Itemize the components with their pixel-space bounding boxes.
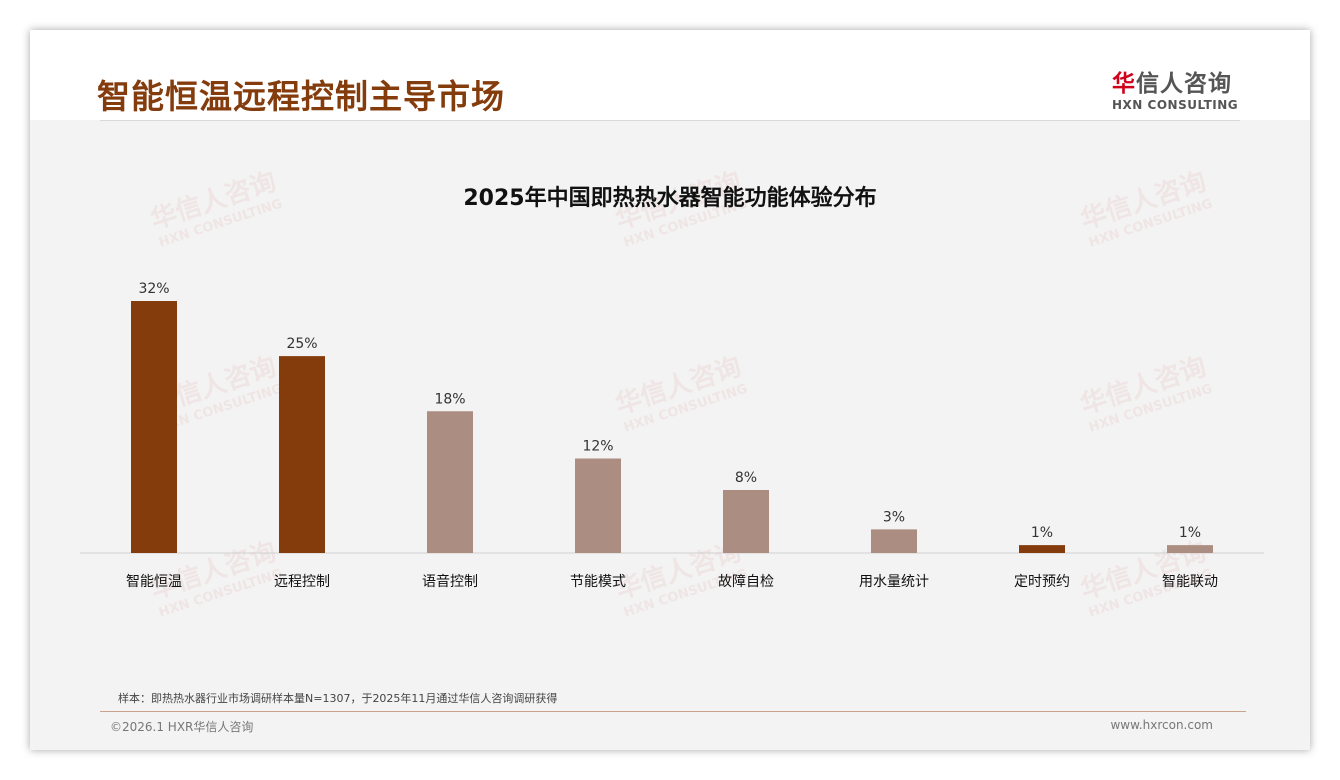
- bar: [575, 458, 621, 553]
- page-title: 智能恒温远程控制主导市场: [97, 77, 505, 116]
- bar: [279, 356, 325, 553]
- category-label: 远程控制: [274, 574, 330, 590]
- footer-divider: [100, 711, 1246, 712]
- data-label: 32%: [138, 281, 169, 297]
- chart-title: 2025年中国即热热水器智能功能体验分布: [463, 186, 877, 211]
- slide: 智能恒温远程控制主导市场 华信人咨询 HXN CONSULTING 华信人咨询 H…: [30, 30, 1310, 750]
- data-label: 3%: [883, 509, 905, 525]
- logo-en: HXN CONSULTING: [1112, 98, 1239, 112]
- sample-note: 样本：即热热水器行业市场调研样本量N=1307，于2025年11月通过华信人咨询…: [118, 692, 558, 705]
- category-label: 智能联动: [1162, 574, 1218, 590]
- header-divider: [100, 120, 1240, 121]
- logo-cn: 信人咨询: [1136, 71, 1232, 97]
- bar: [723, 490, 769, 553]
- header: 智能恒温远程控制主导市场 华信人咨询 HXN CONSULTING: [30, 30, 1310, 120]
- bar: [1019, 545, 1065, 553]
- category-label: 节能模式: [570, 574, 626, 590]
- bar: [427, 411, 473, 553]
- category-label: 故障自检: [718, 574, 774, 590]
- website-link[interactable]: www.hxrcon.com: [1110, 718, 1213, 732]
- category-label: 智能恒温: [126, 574, 182, 590]
- category-label: 定时预约: [1014, 574, 1070, 590]
- data-label: 25%: [286, 336, 317, 352]
- data-label: 12%: [582, 439, 613, 455]
- category-label: 用水量统计: [859, 574, 929, 590]
- data-label: 1%: [1031, 525, 1053, 541]
- bar-chart: 32% 智能恒温 25% 远程控制 18% 语音控制 12% 节能模式 8% 故障自检 3% 用水量统…: [80, 281, 1264, 590]
- logo: 华信人咨询 HXN CONSULTING: [1112, 64, 1238, 112]
- bar: [871, 529, 917, 553]
- data-label: 8%: [735, 470, 757, 486]
- category-label: 语音控制: [422, 573, 478, 590]
- copyright: ©2026.1 HXR华信人咨询: [110, 720, 254, 734]
- logo-mark: 华: [1112, 71, 1136, 97]
- bar: [131, 301, 177, 553]
- bar: [1167, 545, 1213, 553]
- data-label: 18%: [434, 391, 465, 407]
- data-label: 1%: [1179, 525, 1201, 541]
